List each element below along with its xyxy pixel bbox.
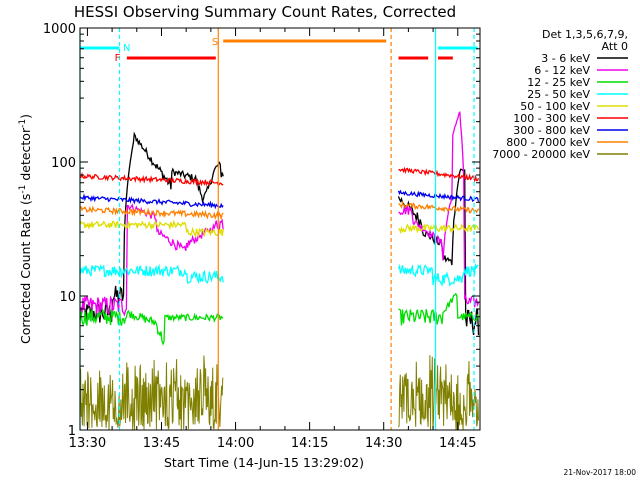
series-line-8-segment-2 <box>398 200 480 214</box>
y-axis-label-sup2: -1 <box>18 119 28 128</box>
series-line-6-segment-1 <box>79 172 224 187</box>
y-axis-label-mid: detector <box>18 127 33 185</box>
y-axis-label-main: Corrected Count Rate (s <box>18 194 33 344</box>
series-line-3-segment-2 <box>398 292 480 326</box>
legend-label-3: 12 - 25 keV <box>527 76 590 89</box>
series-line-5-segment-2 <box>398 223 480 235</box>
x-tick-label-3: 14:15 <box>291 436 328 451</box>
series-line-8-segment-1 <box>79 205 224 221</box>
legend-header-line-1: Det 1,3,5,6,7,9, <box>542 28 628 41</box>
legend-label-6: 100 - 300 keV <box>513 112 590 125</box>
y-axis-label-sup1: -1 <box>18 185 28 194</box>
x-axis-label: Start Time (14-Jun-15 13:29:02) <box>164 455 364 470</box>
y-tick-label-2: 100 <box>51 156 76 171</box>
legend-label-4: 25 - 50 keV <box>527 88 590 101</box>
x-tick-label-1: 13:45 <box>143 436 180 451</box>
legend-label-9: 7000 - 20000 keV <box>492 148 590 161</box>
x-tick-label-4: 14:30 <box>365 436 402 451</box>
axes: 13:30 13:45 14:00 14:15 14:30 14:45 1 10 100 1000 <box>43 22 481 451</box>
chart-title: HESSI Observing Summary Count Rates, Cor… <box>74 3 456 21</box>
y-tick-label-0: 1 <box>68 424 76 439</box>
series-line-5-segment-1 <box>79 219 224 239</box>
legend-label-5: 50 - 100 keV <box>520 100 590 113</box>
series-line-9-segment-1 <box>79 355 224 431</box>
series-line-7-segment-2 <box>397 189 480 202</box>
x-tick-label-0: 13:30 <box>69 436 106 451</box>
flag-label-S: S <box>212 37 218 48</box>
series-line-9-segment-2 <box>398 355 479 430</box>
y-axis-label: Corrected Count Rate (s-1 detector-1) <box>18 114 33 344</box>
series-line-2-segment-1 <box>79 203 224 317</box>
legend-label-2: 6 - 12 keV <box>534 64 590 77</box>
series-line-6-segment-2 <box>398 166 480 183</box>
series-line-7-segment-1 <box>79 193 224 210</box>
series-line-2-segment-2 <box>398 111 480 308</box>
y-axis-label-end: ) <box>18 114 33 119</box>
legend-label-7: 300 - 800 keV <box>513 124 590 137</box>
generation-timestamp: 21-Nov-2017 18:00 <box>564 468 637 477</box>
x-tick-label-5: 14:45 <box>439 436 476 451</box>
legend-label-8: 800 - 7000 keV <box>506 136 590 149</box>
flag-label-F: F <box>115 53 121 64</box>
y-tick-label-3: 1000 <box>43 22 76 37</box>
y-tick-label-1: 10 <box>59 290 76 305</box>
series-line-4-segment-2 <box>397 262 479 287</box>
series-line-4-segment-1 <box>79 263 224 285</box>
flag-label-N: N <box>123 43 130 54</box>
legend-label-1: 3 - 6 keV <box>541 52 590 65</box>
series-line-3-segment-1 <box>79 307 224 346</box>
legend-header-line-2: Att 0 <box>602 40 628 53</box>
plot-frame <box>79 27 481 431</box>
x-tick-label-2: 14:00 <box>217 436 254 451</box>
